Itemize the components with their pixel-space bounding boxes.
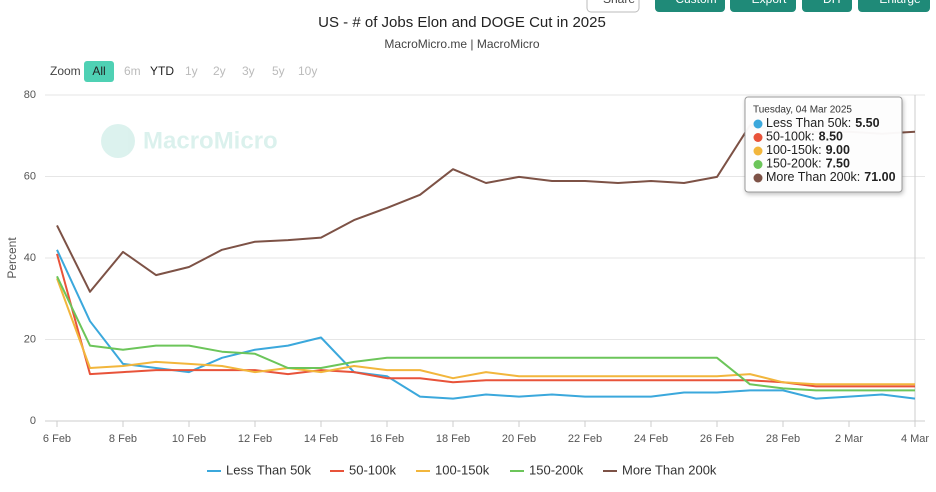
- zoom-active-bg: [84, 61, 114, 82]
- tooltip-entry: More Than 200k: 71.00: [766, 170, 896, 184]
- button-bg: [655, 0, 725, 12]
- watermark-logo: [101, 124, 135, 158]
- x-tick-label: 6 Feb: [43, 433, 71, 445]
- tooltip-dot: [753, 119, 763, 129]
- tooltip-label: More Than 200k:: [766, 170, 860, 184]
- button-bg: [730, 0, 796, 12]
- zoom-button[interactable]: 2y: [213, 64, 226, 78]
- tooltip-label: Less Than 50k:: [766, 116, 851, 130]
- tooltip-label: 50-100k:: [766, 130, 815, 144]
- tooltip-title: Tuesday, 04 Mar 2025: [753, 105, 852, 116]
- button-bg: [858, 0, 930, 12]
- button-label: DIY: [823, 0, 843, 6]
- zoom-button[interactable]: 3y: [242, 64, 255, 78]
- series-line: [56, 278, 915, 386]
- legend-label: Less Than 50k: [226, 462, 312, 477]
- zoom-label: Zoom: [50, 64, 81, 78]
- toolbar-button[interactable]: Export: [730, 0, 796, 12]
- y-axis-label: Percent: [5, 237, 19, 279]
- zoom-option: 1y: [185, 64, 198, 78]
- zoom-button[interactable]: All: [84, 61, 114, 82]
- zoom-option: 5y: [272, 64, 285, 78]
- legend-item[interactable]: More Than 200k: [603, 462, 717, 477]
- button-label: Export: [752, 0, 787, 6]
- zoom-button[interactable]: 6m: [124, 64, 141, 78]
- x-tick-label: 20 Feb: [502, 433, 536, 445]
- button-bg: [802, 0, 852, 12]
- zoom-button[interactable]: 1y: [185, 64, 198, 78]
- zoom-button[interactable]: 10y: [298, 64, 317, 78]
- x-tick-label: 18 Feb: [436, 433, 470, 445]
- y-tick-label: 40: [24, 252, 36, 264]
- legend-label: 150-200k: [529, 462, 584, 477]
- y-tick-label: 0: [30, 415, 36, 427]
- tooltip-value: 7.50: [826, 157, 850, 171]
- x-tick-label: 12 Feb: [238, 433, 272, 445]
- zoom-button[interactable]: YTD: [150, 64, 174, 78]
- button-label: Custom: [675, 0, 716, 6]
- zoom-option: 10y: [298, 64, 317, 78]
- tooltip-entry: 50-100k: 8.50: [766, 130, 843, 144]
- tooltip-dot: [753, 146, 763, 156]
- x-tick-label: 10 Feb: [172, 433, 206, 445]
- series-line: [56, 275, 915, 392]
- x-tick-label: 24 Feb: [634, 433, 668, 445]
- tooltip-value: 9.00: [826, 143, 850, 157]
- series-line: [56, 253, 915, 388]
- zoom-option: 6m: [124, 64, 141, 78]
- zoom-option: 2y: [213, 64, 226, 78]
- y-tick-label: 60: [24, 170, 36, 182]
- x-tick-label: 28 Feb: [766, 433, 800, 445]
- legend-item[interactable]: 50-100k: [330, 462, 396, 477]
- x-tick-label: 14 Feb: [304, 433, 338, 445]
- zoom-option: 3y: [242, 64, 255, 78]
- zoom-button[interactable]: 5y: [272, 64, 285, 78]
- y-tick-label: 80: [24, 89, 36, 101]
- legend-item[interactable]: 100-150k: [416, 462, 490, 477]
- zoom-option: All: [92, 64, 105, 78]
- tooltip-value: 8.50: [819, 130, 843, 144]
- watermark: MacroMicro: [101, 124, 278, 158]
- tooltip-value: 5.50: [855, 116, 879, 130]
- legend-label: More Than 200k: [622, 462, 717, 477]
- legend-label: 100-150k: [435, 462, 490, 477]
- watermark-text: MacroMicro: [143, 127, 278, 154]
- tooltip-entry: Less Than 50k: 5.50: [766, 116, 880, 130]
- x-tick-label: 4 Mar: [901, 433, 929, 445]
- button-label: Share: [603, 0, 635, 6]
- y-tick-label: 20: [24, 333, 36, 345]
- tooltip-dot: [753, 173, 763, 183]
- legend-item[interactable]: 150-200k: [510, 462, 584, 477]
- tooltip-label: 100-150k:: [766, 143, 822, 157]
- tooltip-entry: 150-200k: 7.50: [766, 157, 850, 171]
- x-tick-label: 2 Mar: [835, 433, 863, 445]
- legend-label: 50-100k: [349, 462, 396, 477]
- button-label: Enlarge: [879, 0, 921, 6]
- toolbar-button[interactable]: Custom: [655, 0, 725, 12]
- x-tick-label: 22 Feb: [568, 433, 602, 445]
- zoom-option: YTD: [150, 64, 174, 78]
- toolbar-button[interactable]: Share: [586, 0, 640, 13]
- toolbar-button[interactable]: Enlarge: [858, 0, 930, 12]
- tooltip-dot: [753, 133, 763, 142]
- tooltip-label: 150-200k:: [766, 157, 822, 171]
- tooltip-value: 71.00: [864, 170, 895, 184]
- toolbar-button[interactable]: DIY: [802, 0, 852, 12]
- series-line: [56, 249, 916, 400]
- tooltip-dot: [753, 160, 763, 169]
- chart-subtitle: MacroMicro.me | MacroMicro: [384, 37, 539, 51]
- x-tick-label: 8 Feb: [109, 433, 137, 445]
- chart-title: US - # of Jobs Elon and DOGE Cut in 2025: [318, 14, 606, 31]
- button-bg: [586, 0, 640, 13]
- legend-item[interactable]: Less Than 50k: [207, 462, 312, 477]
- x-tick-label: 26 Feb: [700, 433, 734, 445]
- x-tick-label: 16 Feb: [370, 433, 404, 445]
- tooltip-entry: 100-150k: 9.00: [766, 143, 850, 157]
- tooltip-bg: [744, 96, 903, 193]
